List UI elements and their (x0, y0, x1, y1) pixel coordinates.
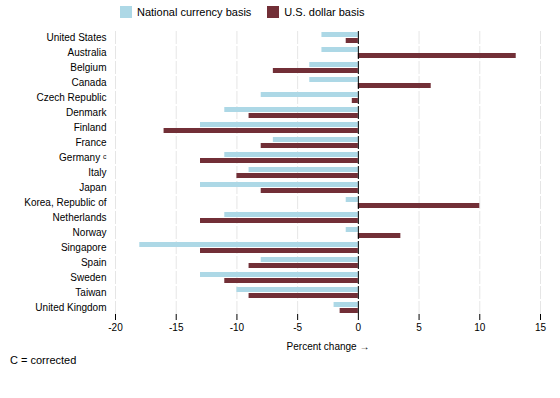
svg-text:Belgium: Belgium (70, 62, 106, 73)
svg-text:Norway: Norway (73, 227, 107, 238)
svg-text:Spain: Spain (81, 257, 107, 268)
svg-text:Germany ᶜ: Germany ᶜ (59, 152, 107, 163)
html-text:National currency basis: National currency basis (137, 6, 252, 18)
svg-text:United Kingdom: United Kingdom (35, 302, 106, 313)
svg-text:United States: United States (46, 32, 106, 43)
svg-text:Japan: Japan (79, 182, 106, 193)
svg-text:Canada: Canada (71, 77, 106, 88)
svg-text:Finland: Finland (74, 122, 107, 133)
html-text:U.S. dollar basis: U.S. dollar basis (284, 6, 365, 18)
svg-text:-5: -5 (293, 322, 302, 333)
svg-text:Czech Republic: Czech Republic (36, 92, 106, 103)
svg-text:Netherlands: Netherlands (53, 212, 107, 223)
svg-text:15: 15 (535, 322, 547, 333)
svg-text:France: France (75, 137, 107, 148)
svg-text:-10: -10 (230, 322, 245, 333)
svg-text:0: 0 (356, 322, 362, 333)
svg-text:Australia: Australia (68, 47, 107, 58)
svg-text:Taiwan: Taiwan (75, 287, 106, 298)
svg-text:Korea, Republic of: Korea, Republic of (24, 197, 106, 208)
svg-text:Singapore: Singapore (61, 242, 107, 253)
svg-text:Sweden: Sweden (70, 272, 106, 283)
svg-text:10: 10 (474, 322, 486, 333)
svg-text:-20: -20 (108, 322, 123, 333)
svg-text:Italy: Italy (88, 167, 106, 178)
html-text:C = corrected: C = corrected (10, 354, 77, 366)
svg-text:Denmark: Denmark (66, 107, 108, 118)
svg-text:-15: -15 (169, 322, 184, 333)
svg-text:5: 5 (416, 322, 422, 333)
svg-text:Percent change →: Percent change → (287, 341, 370, 352)
